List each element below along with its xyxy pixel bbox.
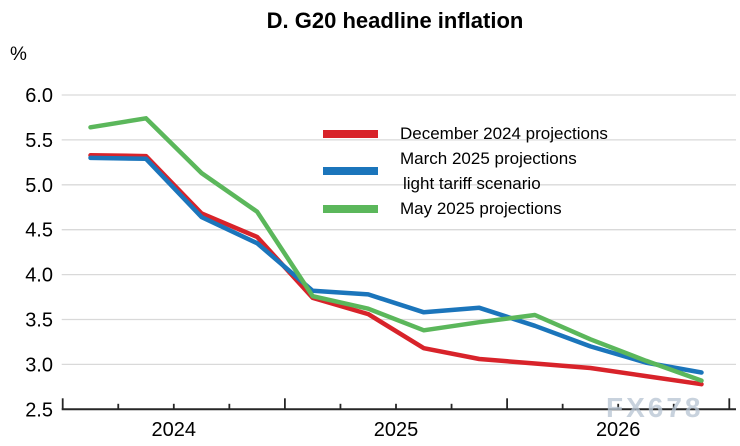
legend-label-line1: March 2025 projections xyxy=(400,149,577,168)
series-line-may-2025 xyxy=(88,116,704,383)
y-axis-tick-label: 6.0 xyxy=(25,85,53,107)
legend-label: December 2024 projections xyxy=(400,124,608,143)
y-axis-tick-label: 4.5 xyxy=(25,220,53,242)
legend: December 2024 projections March 2025 pro… xyxy=(323,121,608,221)
y-axis-tick-label: 5.0 xyxy=(25,175,53,197)
chart-title: D. G20 headline inflation xyxy=(266,8,524,33)
x-axis-year-label: 2024 xyxy=(152,419,197,441)
x-axis-year-label: 2026 xyxy=(596,419,641,441)
legend-item-march-2025: March 2025 projections light tariff scen… xyxy=(323,146,608,196)
x-axis-year-label: 2025 xyxy=(374,419,419,441)
y-axis-tick-label: 3.5 xyxy=(25,310,53,332)
y-axis-tick-label: 5.5 xyxy=(25,130,53,152)
legend-label: March 2025 projections light tariff scen… xyxy=(400,146,577,196)
legend-label: May 2025 projections xyxy=(400,199,562,218)
legend-swatch-red xyxy=(323,129,378,138)
series-line-december-2024 xyxy=(88,152,704,387)
series-line-march-2025 xyxy=(88,155,704,375)
y-axis-tick-label: 2.5 xyxy=(25,399,53,421)
legend-swatch-green xyxy=(323,204,378,213)
y-axis-tick-label: 4.0 xyxy=(25,265,53,287)
legend-item-may-2025: May 2025 projections xyxy=(323,196,608,221)
y-axis-unit-label: % xyxy=(10,44,27,65)
watermark: FX678 xyxy=(606,392,704,423)
legend-item-december-2024: December 2024 projections xyxy=(323,121,608,146)
legend-swatch-blue xyxy=(323,167,378,175)
y-axis-tick-label: 3.0 xyxy=(25,354,53,376)
legend-label-line2: light tariff scenario xyxy=(403,174,541,193)
